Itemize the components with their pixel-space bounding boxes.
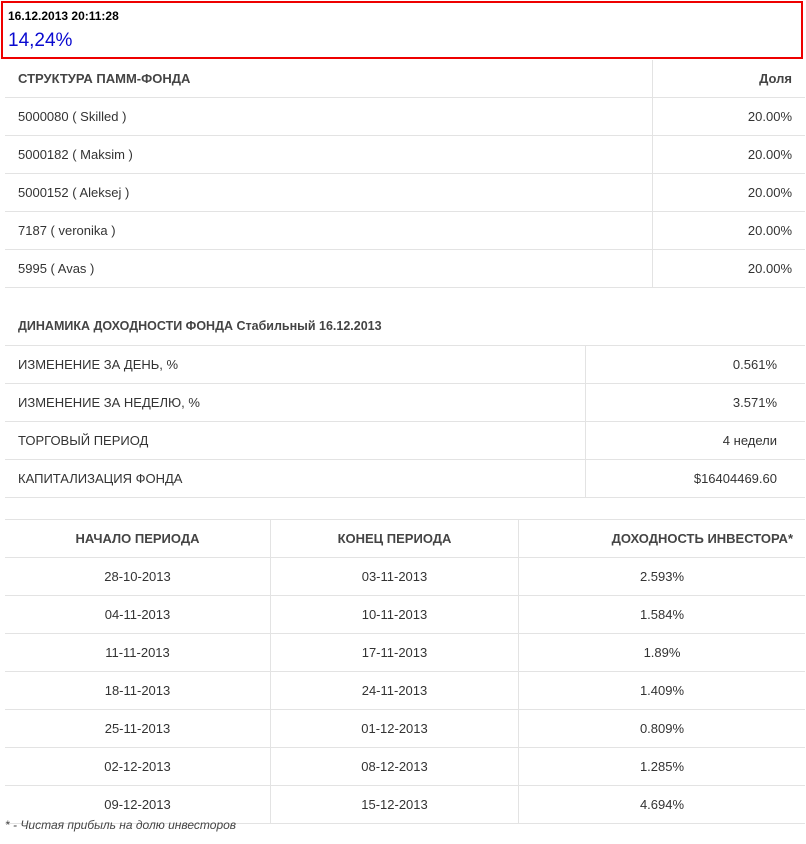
period-end: 10-11-2013: [270, 595, 519, 634]
structure-table: СТРУКТУРА ПАММ-ФОНДА Доля 5000080 ( Skil…: [5, 60, 805, 288]
structure-member: 5000152 ( Aleksej ): [5, 173, 653, 212]
periods-col-end: КОНЕЦ ПЕРИОДА: [270, 519, 519, 558]
table-row: КАПИТАЛИЗАЦИЯ ФОНДА $16404469.60: [5, 459, 805, 498]
table-row: 11-11-2013 17-11-2013 1.89%: [5, 633, 805, 672]
period-end: 17-11-2013: [270, 633, 519, 672]
period-start: 18-11-2013: [5, 671, 271, 710]
table-row: 18-11-2013 24-11-2013 1.409%: [5, 671, 805, 710]
dynamics-label: ИЗМЕНЕНИЕ ЗА ДЕНЬ, %: [5, 345, 586, 384]
structure-member: 5000080 ( Skilled ): [5, 97, 653, 136]
summary-percent: 14,24%: [8, 30, 73, 51]
period-yield: 1.409%: [518, 671, 805, 710]
table-row: 5000182 ( Maksim ) 20.00%: [5, 135, 805, 174]
dynamics-value: 3.571%: [585, 383, 805, 422]
structure-share: 20.00%: [652, 249, 805, 288]
structure-member: 5000182 ( Maksim ): [5, 135, 653, 174]
structure-share: 20.00%: [652, 173, 805, 212]
footnote: * - Чистая прибыль на долю инвесторов: [5, 818, 237, 832]
period-end: 03-11-2013: [270, 557, 519, 596]
period-start: 28-10-2013: [5, 557, 271, 596]
period-start: 09-12-2013: [5, 785, 271, 824]
periods-header-row: НАЧАЛО ПЕРИОДА КОНЕЦ ПЕРИОДА ДОХОДНОСТЬ …: [5, 519, 805, 558]
period-start: 25-11-2013: [5, 709, 271, 748]
table-row: 5000080 ( Skilled ) 20.00%: [5, 97, 805, 136]
period-start: 11-11-2013: [5, 633, 271, 672]
dynamics-label: ИЗМЕНЕНИЕ ЗА НЕДЕЛЮ, %: [5, 383, 586, 422]
period-yield: 0.809%: [518, 709, 805, 748]
table-row: 09-12-2013 15-12-2013 4.694%: [5, 785, 805, 824]
table-row: ТОРГОВЫЙ ПЕРИОД 4 недели: [5, 421, 805, 460]
table-row: 5000152 ( Aleksej ) 20.00%: [5, 173, 805, 212]
table-row: 5995 ( Avas ) 20.00%: [5, 249, 805, 288]
dynamics-label: ТОРГОВЫЙ ПЕРИОД: [5, 421, 586, 460]
table-row: 28-10-2013 03-11-2013 2.593%: [5, 557, 805, 596]
table-row: ИЗМЕНЕНИЕ ЗА НЕДЕЛЮ, % 3.571%: [5, 383, 805, 422]
period-yield: 1.89%: [518, 633, 805, 672]
dynamics-value: 0.561%: [585, 345, 805, 384]
structure-share: 20.00%: [652, 135, 805, 174]
period-end: 24-11-2013: [270, 671, 519, 710]
period-end: 01-12-2013: [270, 709, 519, 748]
periods-table: НАЧАЛО ПЕРИОДА КОНЕЦ ПЕРИОДА ДОХОДНОСТЬ …: [5, 519, 805, 824]
structure-member: 7187 ( veronika ): [5, 211, 653, 250]
periods-col-yield: ДОХОДНОСТЬ ИНВЕСТОРА*: [518, 519, 805, 558]
structure-header-row: СТРУКТУРА ПАММ-ФОНДА Доля: [5, 60, 805, 98]
structure-member: 5995 ( Avas ): [5, 249, 653, 288]
period-yield: 2.593%: [518, 557, 805, 596]
table-row: 7187 ( veronika ) 20.00%: [5, 211, 805, 250]
period-yield: 1.285%: [518, 747, 805, 786]
period-end: 08-12-2013: [270, 747, 519, 786]
structure-col-name: СТРУКТУРА ПАММ-ФОНДА: [5, 60, 653, 98]
period-start: 04-11-2013: [5, 595, 271, 634]
dynamics-value: 4 недели: [585, 421, 805, 460]
summary-box: 16.12.2013 20:11:28 14,24%: [1, 1, 803, 59]
table-row: ИЗМЕНЕНИЕ ЗА ДЕНЬ, % 0.561%: [5, 345, 805, 384]
dynamics-label: КАПИТАЛИЗАЦИЯ ФОНДА: [5, 459, 586, 498]
period-yield: 4.694%: [518, 785, 805, 824]
table-row: 02-12-2013 08-12-2013 1.285%: [5, 747, 805, 786]
period-yield: 1.584%: [518, 595, 805, 634]
period-end: 15-12-2013: [270, 785, 519, 824]
summary-datetime: 16.12.2013 20:11:28: [8, 9, 119, 23]
dynamics-title: ДИНАМИКА ДОХОДНОСТИ ФОНДА Стабильный 16.…: [18, 319, 382, 333]
structure-share: 20.00%: [652, 211, 805, 250]
periods-col-start: НАЧАЛО ПЕРИОДА: [5, 519, 271, 558]
dynamics-value: $16404469.60: [585, 459, 805, 498]
dynamics-table: ИЗМЕНЕНИЕ ЗА ДЕНЬ, % 0.561% ИЗМЕНЕНИЕ ЗА…: [5, 345, 805, 498]
table-row: 04-11-2013 10-11-2013 1.584%: [5, 595, 805, 634]
period-start: 02-12-2013: [5, 747, 271, 786]
structure-share: 20.00%: [652, 97, 805, 136]
structure-col-share: Доля: [652, 60, 805, 98]
table-row: 25-11-2013 01-12-2013 0.809%: [5, 709, 805, 748]
